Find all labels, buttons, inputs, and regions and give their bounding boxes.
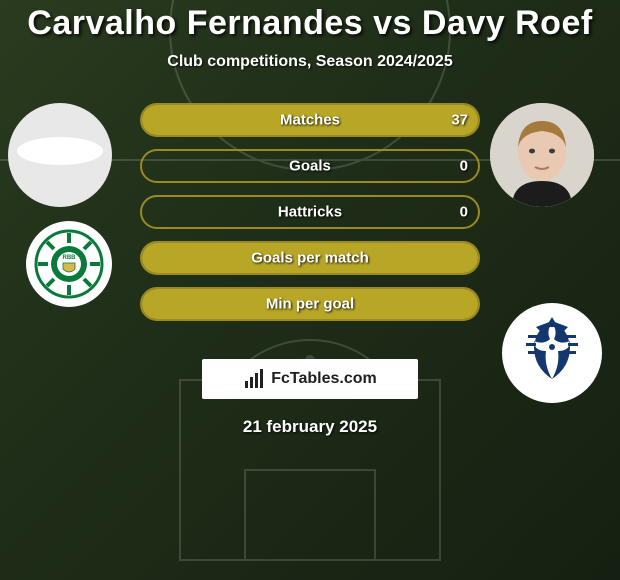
stat-row: Hattricks 0 — [140, 195, 480, 229]
subtitle: Club competitions, Season 2024/2025 — [0, 53, 620, 71]
stat-row: Goals per match — [140, 241, 480, 275]
watermark: FcTables.com — [202, 359, 418, 399]
stat-label: Min per goal — [266, 296, 354, 313]
stat-value-right: 37 — [451, 112, 468, 129]
stat-label: Goals per match — [251, 250, 369, 267]
stat-row: Matches 37 — [140, 103, 480, 137]
player-left-avatar — [8, 103, 112, 207]
stat-label: Goals — [289, 158, 331, 175]
svg-text:RBB: RBB — [63, 255, 77, 261]
stat-bars-column: Matches 37 Goals 0 Hattricks 0 Goals per match… — [140, 103, 480, 333]
player-right-club-badge — [502, 303, 602, 403]
watermark-text: FcTables.com — [271, 370, 377, 388]
stat-value-right: 0 — [460, 158, 468, 175]
stat-row: Min per goal — [140, 287, 480, 321]
bars-icon — [243, 368, 265, 390]
player-right-avatar — [490, 103, 594, 207]
comparison-area: RBB — [0, 103, 620, 343]
stat-value-right: 0 — [460, 204, 468, 221]
stat-label: Matches — [280, 112, 340, 129]
player-left-club-badge: RBB — [26, 221, 112, 307]
date-text: 21 february 2025 — [0, 417, 620, 437]
page-title: Carvalho Fernandes vs Davy Roef — [0, 4, 620, 43]
stat-row: Goals 0 — [140, 149, 480, 183]
stat-label: Hattricks — [278, 204, 342, 221]
